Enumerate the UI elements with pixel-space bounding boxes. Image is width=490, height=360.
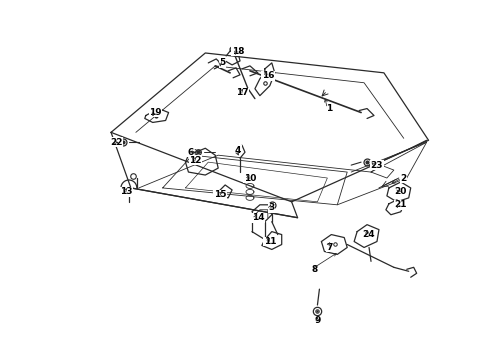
Text: 7: 7 xyxy=(326,243,333,252)
Text: 22: 22 xyxy=(110,138,122,147)
Text: 6: 6 xyxy=(187,148,194,157)
Text: 23: 23 xyxy=(371,161,383,170)
Text: 11: 11 xyxy=(264,237,276,246)
Text: 12: 12 xyxy=(189,156,202,165)
Text: 14: 14 xyxy=(251,213,264,222)
Text: 3: 3 xyxy=(269,203,275,212)
Text: 16: 16 xyxy=(262,71,274,80)
Text: 5: 5 xyxy=(219,58,225,67)
Text: 2: 2 xyxy=(401,174,407,183)
Text: 18: 18 xyxy=(232,46,245,55)
Text: 20: 20 xyxy=(394,188,407,197)
Text: 8: 8 xyxy=(311,265,318,274)
Text: 24: 24 xyxy=(363,230,375,239)
Text: 17: 17 xyxy=(236,88,248,97)
Text: 9: 9 xyxy=(314,316,320,325)
Text: 1: 1 xyxy=(326,104,333,113)
Text: 10: 10 xyxy=(244,174,256,183)
Text: 4: 4 xyxy=(235,146,241,155)
Text: 15: 15 xyxy=(214,190,226,199)
Text: 19: 19 xyxy=(149,108,162,117)
Text: 13: 13 xyxy=(120,188,132,197)
Text: 21: 21 xyxy=(394,200,407,209)
